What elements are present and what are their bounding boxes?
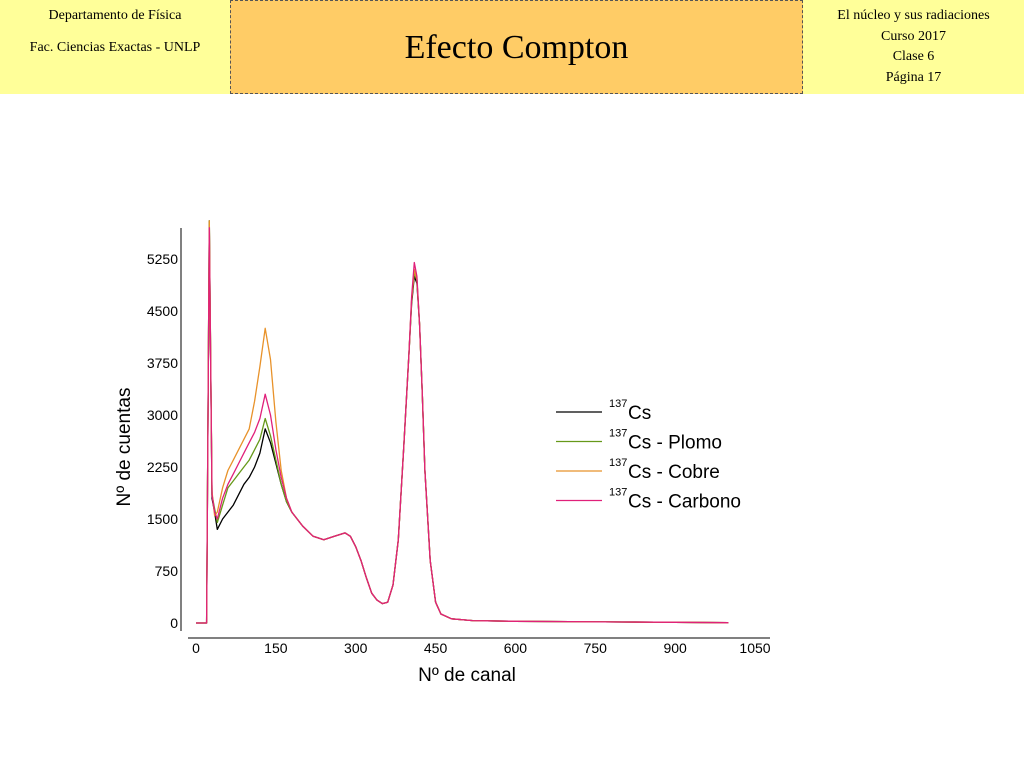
y-tick-label: 750 <box>155 563 179 579</box>
page-number-label: Página 17 <box>885 70 942 85</box>
header-right-box: El núcleo y sus radiaciones Curso 2017 C… <box>803 0 1024 94</box>
legend-label-3: Cs - Cobre <box>628 462 720 483</box>
x-tick-label: 450 <box>424 640 448 656</box>
page-title: Efecto Compton <box>404 29 629 66</box>
department-label: Departamento de Física <box>48 8 182 23</box>
y-tick-label: 3000 <box>147 407 178 423</box>
x-tick-label: 600 <box>504 640 528 656</box>
header-title-box: Efecto Compton <box>230 0 803 94</box>
course-name-label: El núcleo y sus radiaciones <box>837 8 990 23</box>
legend-label-1: Cs <box>628 403 651 424</box>
header-left-box: Departamento de Física Fac. Ciencias Exa… <box>0 0 230 94</box>
class-number-label: Clase 6 <box>892 49 935 64</box>
x-tick-label: 900 <box>663 640 687 656</box>
x-tick-label: 750 <box>584 640 608 656</box>
legend-label-2: Cs - Plomo <box>628 433 722 454</box>
y-tick-label: 1500 <box>147 511 178 527</box>
legend-isotope-mass: 137 <box>609 398 627 410</box>
y-tick-label: 0 <box>170 615 178 631</box>
x-tick-label: 0 <box>192 640 200 656</box>
x-tick-label: 1050 <box>739 640 770 656</box>
legend-isotope-mass: 137 <box>609 428 627 440</box>
x-tick-label: 150 <box>264 640 288 656</box>
chart-axes: 0 750 1500 2250 3000 3750 4500 5250 0 150 300 450 60… <box>147 228 771 656</box>
legend-isotope-mass: 137 <box>609 457 627 469</box>
y-tick-label: 2250 <box>147 459 178 475</box>
series-line-4 <box>196 227 729 624</box>
y-tick-label: 3750 <box>147 355 178 371</box>
legend-label-4: Cs - Carbono <box>628 492 741 513</box>
y-axis-label: Nº de cuentas <box>114 388 135 507</box>
course-year-label: Curso 2017 <box>881 29 946 44</box>
y-tick-label: 4500 <box>147 303 178 319</box>
chart-series <box>196 220 729 624</box>
y-tick-label: 5250 <box>147 251 178 267</box>
x-axis-label: Nº de canal <box>418 665 516 686</box>
legend-isotope-mass: 137 <box>609 487 627 499</box>
x-tick-label: 300 <box>344 640 368 656</box>
faculty-label: Fac. Ciencias Exactas - UNLP <box>29 40 201 55</box>
